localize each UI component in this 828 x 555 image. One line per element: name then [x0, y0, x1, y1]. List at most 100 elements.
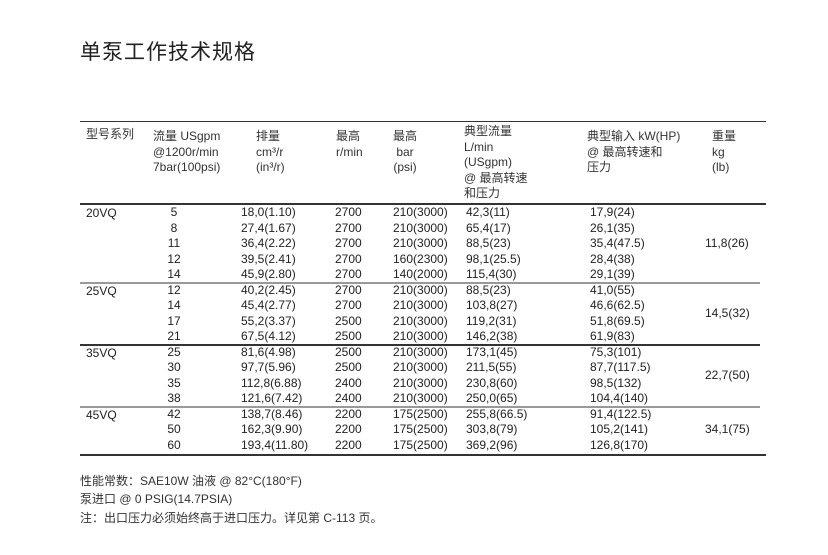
flow-cell: 12	[167, 251, 181, 266]
max-speed-cell: 2500	[335, 360, 362, 374]
flow-cell: 21	[167, 329, 181, 343]
note-outlet-pressure: 注：出口压力必须始终高于进口压力。详见第 C-113 页。	[80, 511, 383, 525]
max-speed-cell: 2200	[335, 437, 362, 452]
max-pressure-cell: 140(2000)	[393, 267, 448, 281]
max-speed-cell: 2700	[335, 298, 362, 312]
typical-power-cell: 51,8(69.5)	[590, 313, 645, 328]
header-max-speed: 最高 r/min	[336, 129, 363, 159]
displacement-cell: 162,3(9.90)	[241, 422, 303, 436]
flow-cell: 35	[167, 375, 181, 390]
group-separator	[80, 281, 760, 284]
max-speed-cell: 2700	[335, 282, 362, 297]
max-pressure-cell: 175(2500)	[393, 422, 448, 436]
typical-power-cell: 41,0(55)	[590, 282, 635, 297]
typical-flow-cell: 65,4(17)	[466, 220, 511, 235]
typical-power-cell: 98,5(132)	[590, 375, 642, 390]
header-typical-power: 典型输入 kW(HP) @ 最高转速和 压力	[587, 129, 681, 174]
typical-flow-cell: 250,0(65)	[466, 391, 518, 405]
max-pressure-cell: 210(3000)	[393, 282, 448, 297]
max-pressure-cell: 210(3000)	[393, 375, 448, 390]
header-max-pressure: 最高 bar (psi)	[393, 129, 418, 174]
header-series: 型号系列	[86, 127, 135, 141]
series-label: 20VQ	[86, 206, 117, 220]
page-title: 单泵工作技术规格	[80, 41, 256, 64]
typical-flow-cell: 173,1(45)	[466, 344, 518, 359]
displacement-cell: 193,4(11.80)	[241, 437, 309, 452]
typical-flow-cell: 255,8(66.5)	[466, 406, 528, 421]
max-speed-cell: 2700	[335, 251, 362, 266]
max-speed-cell: 2400	[335, 391, 362, 405]
series-label: 35VQ	[86, 345, 117, 360]
typical-power-cell: 91,4(122.5)	[590, 406, 652, 421]
group-separator	[80, 405, 760, 408]
typical-flow-cell: 42,3(11)	[466, 205, 510, 219]
max-pressure-cell: 210(3000)	[393, 329, 448, 343]
typical-flow-cell: 369,2(96)	[466, 437, 518, 452]
displacement-cell: 45,9(2.80)	[241, 267, 296, 281]
series-label: 25VQ	[86, 283, 117, 298]
max-pressure-cell: 175(2500)	[393, 406, 448, 421]
typical-flow-cell: 88,5(23)	[466, 236, 511, 250]
max-pressure-cell: 210(3000)	[393, 205, 448, 219]
group-separator	[80, 343, 760, 346]
displacement-cell: 40,2(2.45)	[241, 282, 296, 297]
displacement-cell: 67,5(4.12)	[241, 329, 296, 343]
flow-cell: 30	[167, 360, 181, 374]
weight-cell: 22,7(50)	[705, 367, 750, 382]
typical-flow-cell: 303,8(79)	[466, 422, 518, 436]
displacement-cell: 45,4(2.77)	[241, 298, 296, 312]
max-speed-cell: 2500	[335, 344, 362, 359]
flow-cell: 25	[167, 344, 181, 359]
typical-flow-cell: 98,1(25.5)	[466, 251, 521, 266]
flow-cell: 14	[167, 298, 181, 312]
flow-cell: 14	[167, 267, 181, 281]
typical-flow-cell: 211,5(55)	[466, 360, 517, 374]
typical-flow-cell: 115,4(30)	[466, 267, 517, 281]
displacement-cell: 18,0(1.10)	[241, 205, 296, 219]
displacement-cell: 138,7(8.46)	[241, 406, 303, 421]
note-performance: 性能常数：SAE10W 油液 @ 82°C(180°F)	[80, 474, 302, 488]
max-speed-cell: 2500	[335, 329, 362, 343]
weight-cell: 11,8(26)	[705, 236, 749, 250]
weight-cell: 14,5(32)	[705, 305, 750, 320]
header-flow: 流量 USgpm @1200r/min 7bar(100psi)	[153, 129, 221, 174]
max-speed-cell: 2200	[335, 406, 362, 421]
flow-cell: 8	[170, 220, 178, 235]
flow-cell: 60	[167, 437, 181, 452]
max-pressure-cell: 210(3000)	[393, 220, 448, 235]
typical-power-cell: 75,3(101)	[590, 344, 642, 359]
displacement-cell: 39,5(2.41)	[241, 251, 296, 266]
max-speed-cell: 2700	[335, 267, 362, 281]
max-pressure-cell: 160(2300)	[393, 251, 448, 266]
typical-power-cell: 26,1(35)	[590, 220, 635, 235]
max-speed-cell: 2700	[335, 220, 362, 235]
typical-power-cell: 61,9(83)	[590, 329, 635, 343]
max-speed-cell: 2400	[335, 375, 362, 390]
flow-cell: 11	[167, 236, 181, 250]
typical-flow-cell: 103,8(27)	[466, 298, 518, 312]
flow-cell: 5	[170, 205, 178, 219]
typical-power-cell: 17,9(24)	[590, 205, 635, 219]
flow-cell: 12	[167, 282, 181, 297]
table-bottom-rule	[80, 454, 766, 456]
displacement-cell: 121,6(7.42)	[241, 391, 303, 405]
series-label: 45VQ	[86, 407, 117, 422]
typical-flow-cell: 230,8(60)	[466, 375, 518, 390]
weight-cell: 34,1(75)	[705, 422, 750, 436]
max-pressure-cell: 210(3000)	[393, 313, 448, 328]
header-typical-flow: 典型流量 L/min (USgpm) @ 最高转速 和压力	[464, 124, 528, 200]
typical-power-cell: 28,4(38)	[590, 251, 635, 266]
typical-power-cell: 35,4(47.5)	[590, 236, 645, 250]
displacement-cell: 55,2(3.37)	[241, 313, 296, 328]
note-inlet: 泵进口 @ 0 PSIG(14.7PSIA)	[80, 492, 233, 506]
flow-cell: 42	[167, 406, 181, 421]
typical-flow-cell: 119,2(31)	[466, 313, 517, 328]
max-pressure-cell: 210(3000)	[393, 298, 448, 312]
max-speed-cell: 2500	[335, 313, 362, 328]
typical-flow-cell: 146,2(38)	[466, 329, 518, 343]
header-displacement: 排量 cm³/r (in³/r)	[256, 129, 285, 174]
max-speed-cell: 2700	[335, 236, 362, 250]
table-top-rule	[80, 121, 766, 122]
typical-power-cell: 105,2(141)	[590, 422, 649, 436]
max-speed-cell: 2700	[335, 205, 362, 219]
